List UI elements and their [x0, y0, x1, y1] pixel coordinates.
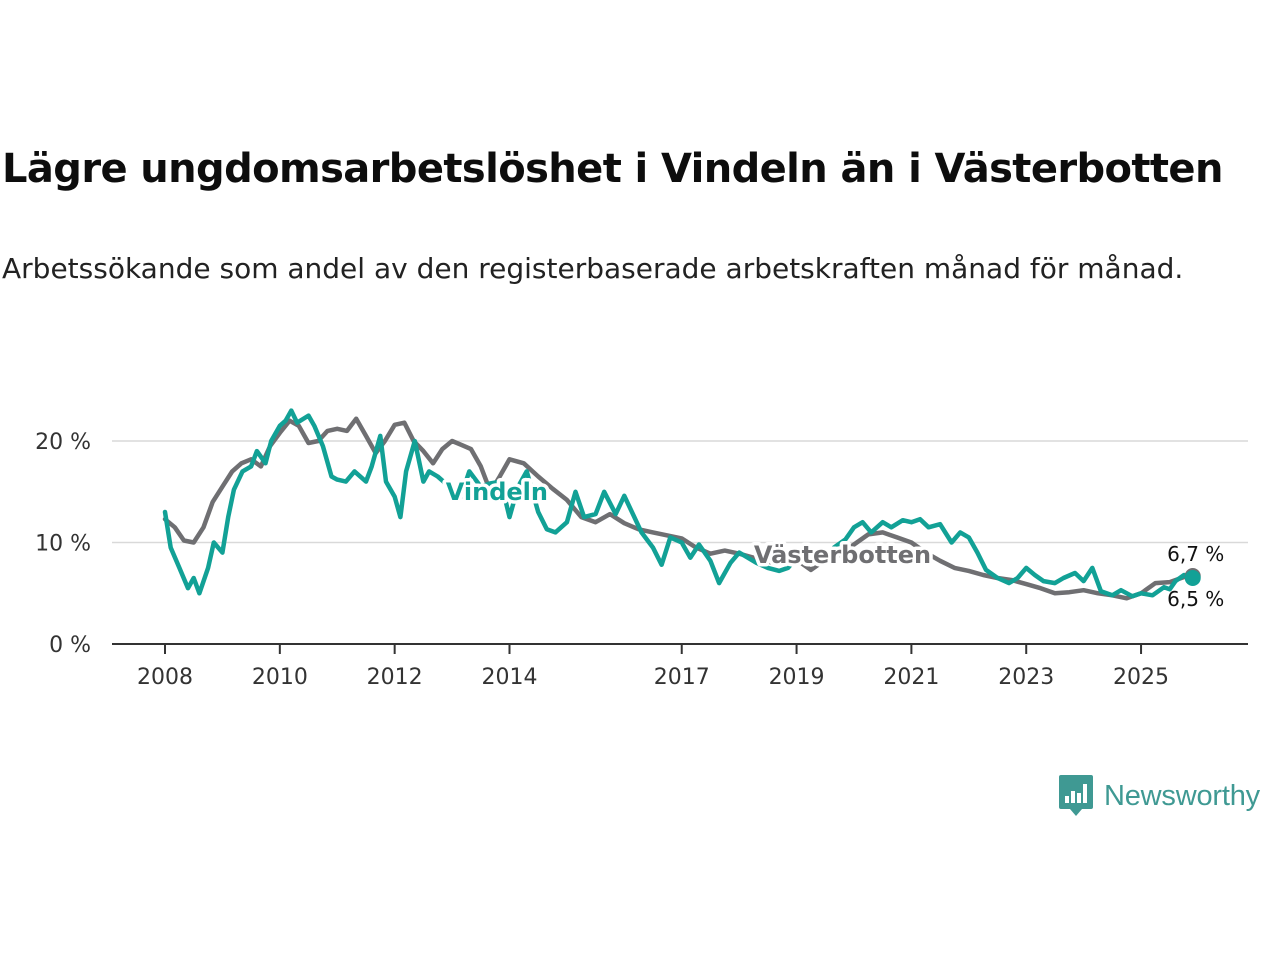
y-axis: 0 % 10 % 20 % [35, 430, 91, 658]
x-tick-label: 2017 [654, 665, 710, 690]
series-label-vindeln: Vindeln [446, 478, 548, 506]
newsworthy-logo: Newsworthy [1058, 774, 1260, 818]
x-tick-label: 2010 [252, 665, 308, 690]
chart-subtitle: Arbetssökande som andel av den registerb… [2, 252, 1184, 285]
series-label-vasterbotten: Västerbotten [754, 541, 931, 569]
x-tick-label: 2008 [137, 665, 193, 690]
chart-title: Lägre ungdomsarbetslöshet i Vindeln än i… [2, 146, 1223, 192]
x-tick-label: 2014 [481, 665, 537, 690]
x-tick-label: 2023 [998, 665, 1054, 690]
series-layer [162, 408, 1195, 601]
x-tick-label: 2012 [367, 665, 423, 690]
y-tick-label: 20 % [35, 430, 91, 455]
end-value-label: 6,7 % [1167, 542, 1224, 566]
x-tick-label: 2021 [883, 665, 939, 690]
series-line-vindeln [162, 408, 1195, 599]
x-tick-label: 2025 [1113, 665, 1169, 690]
labels-layer: 6,7 % 6,5 % Vindeln Västerbotten [442, 474, 1224, 611]
line-chart: 0 % 10 % 20 % 2008 2010 2012 2014 2017 2019 2021… [35, 408, 1248, 690]
grid-layer [112, 440, 1248, 544]
y-tick-label: 10 % [35, 532, 91, 557]
end-value-label: 6,5 % [1167, 587, 1224, 611]
brand-name: Newsworthy [1104, 779, 1260, 812]
bar-chart-bubble-icon [1059, 775, 1093, 816]
y-tick-label: 0 % [49, 633, 91, 658]
series-line-västerbotten [162, 416, 1195, 601]
end-marker-vindeln [1184, 570, 1201, 587]
x-axis: 2008 2010 2012 2014 2017 2019 2021 2023 2025 [112, 643, 1248, 690]
x-tick-label: 2019 [769, 665, 825, 690]
